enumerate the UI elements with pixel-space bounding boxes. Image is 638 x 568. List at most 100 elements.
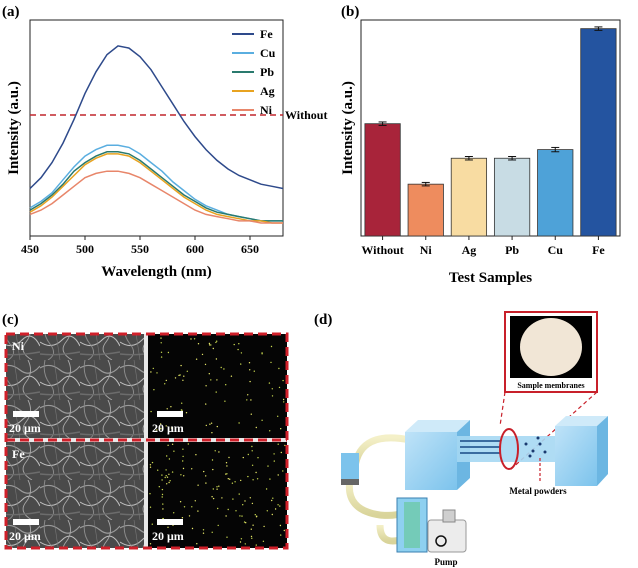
eds-dot bbox=[167, 526, 169, 528]
eds-dot bbox=[161, 496, 163, 498]
eds-dot bbox=[271, 513, 273, 516]
eds-dot bbox=[182, 448, 184, 450]
sem-images: Ni Fe 20 μm 20 μm 20 μm 20 μm bbox=[4, 332, 289, 550]
eds-dot bbox=[235, 510, 237, 512]
scale-bar bbox=[13, 411, 39, 417]
membrane-highlight bbox=[499, 428, 519, 470]
eds-dot bbox=[218, 451, 220, 453]
legend-label: Ni bbox=[260, 103, 273, 117]
eds-dot bbox=[165, 469, 167, 471]
eds-dot bbox=[194, 500, 196, 502]
eds-dot bbox=[216, 488, 218, 490]
eds-dot bbox=[240, 363, 242, 365]
eds-dot bbox=[248, 362, 251, 364]
eds-dot bbox=[169, 480, 171, 482]
eds-dot bbox=[217, 507, 219, 510]
connector-cap bbox=[341, 479, 359, 485]
eds-dot bbox=[271, 499, 273, 502]
eds-dot bbox=[226, 536, 228, 538]
x-tick-label: Fe bbox=[592, 243, 605, 257]
eds-dot bbox=[202, 532, 205, 534]
eds-dot bbox=[202, 529, 205, 531]
eds-dot bbox=[156, 429, 158, 431]
leader-line bbox=[509, 391, 598, 471]
eds-dot bbox=[255, 471, 257, 474]
eds-dot bbox=[237, 348, 239, 351]
eds-dot bbox=[171, 443, 174, 445]
eds-dot bbox=[216, 425, 218, 428]
eds-dot bbox=[180, 474, 182, 476]
series-line-pb bbox=[29, 151, 283, 222]
eds-dot bbox=[251, 537, 253, 539]
eds-dot bbox=[168, 481, 170, 484]
scale-label: 20 μm bbox=[9, 529, 41, 543]
bar-fe bbox=[580, 28, 617, 237]
eds-dot bbox=[183, 375, 185, 377]
eds-dot bbox=[180, 409, 183, 411]
eds-dot bbox=[196, 543, 198, 545]
eds-dot bbox=[149, 493, 151, 495]
scale-label: 20 μm bbox=[152, 421, 184, 435]
eds-dot bbox=[212, 468, 214, 471]
eds-dot bbox=[149, 466, 152, 468]
eds-dot bbox=[212, 347, 214, 350]
panel-c-label: (c) bbox=[2, 312, 19, 328]
eds-dot bbox=[269, 430, 271, 432]
series-line-fe bbox=[29, 45, 284, 190]
eds-dot bbox=[165, 379, 167, 382]
eds-dot bbox=[168, 458, 171, 460]
eds-dot bbox=[167, 351, 170, 354]
eds-dot bbox=[231, 482, 234, 484]
eds-dot bbox=[225, 462, 228, 464]
eds-dot bbox=[256, 478, 259, 480]
eds-map-fe bbox=[148, 442, 287, 548]
eds-dot bbox=[180, 364, 182, 367]
eds-dot bbox=[270, 361, 272, 364]
tube bbox=[351, 434, 411, 468]
pump-label: Pump bbox=[434, 557, 457, 567]
block-right bbox=[555, 426, 597, 486]
reference-line-label: Without bbox=[285, 108, 327, 122]
eds-dot bbox=[279, 524, 282, 527]
eds-dot bbox=[211, 496, 213, 498]
eds-dot bbox=[166, 455, 168, 457]
eds-dot bbox=[280, 534, 282, 536]
eds-dot bbox=[162, 503, 164, 505]
eds-dot bbox=[201, 353, 204, 356]
x-tick-label: Ni bbox=[420, 243, 433, 257]
eds-dot bbox=[261, 419, 263, 421]
eds-dot bbox=[209, 423, 211, 425]
eds-dot bbox=[166, 476, 169, 478]
eds-dot bbox=[257, 457, 259, 459]
eds-dot bbox=[160, 351, 163, 353]
x-axis-label: Test Samples bbox=[449, 270, 532, 286]
eds-dot bbox=[149, 506, 152, 508]
eds-dot bbox=[191, 506, 193, 508]
eds-dot bbox=[157, 469, 159, 471]
eds-dot bbox=[156, 372, 158, 374]
eds-dot bbox=[160, 342, 162, 344]
eds-dot bbox=[238, 422, 240, 424]
eds-dot bbox=[181, 402, 183, 404]
eds-dot bbox=[170, 406, 172, 408]
eds-dot bbox=[230, 375, 233, 377]
eds-dot bbox=[277, 415, 279, 417]
eds-dots bbox=[149, 337, 286, 546]
eds-dot bbox=[233, 343, 235, 346]
eds-dot bbox=[210, 422, 213, 424]
eds-dot bbox=[210, 379, 212, 381]
eds-dot bbox=[205, 482, 207, 484]
eds-dot bbox=[165, 425, 167, 427]
eds-dot bbox=[280, 451, 282, 454]
eds-dot bbox=[278, 367, 280, 370]
setup-illustration: Sample membranes Metal powders bbox=[341, 311, 608, 567]
bar-ag bbox=[450, 157, 488, 237]
eds-dot bbox=[186, 370, 188, 372]
pump-head bbox=[442, 509, 456, 523]
sem-label-ni: Ni bbox=[12, 339, 25, 353]
eds-dot bbox=[273, 453, 275, 455]
eds-dot bbox=[161, 479, 163, 481]
bar-pb bbox=[493, 157, 531, 237]
eds-dot bbox=[160, 337, 162, 339]
